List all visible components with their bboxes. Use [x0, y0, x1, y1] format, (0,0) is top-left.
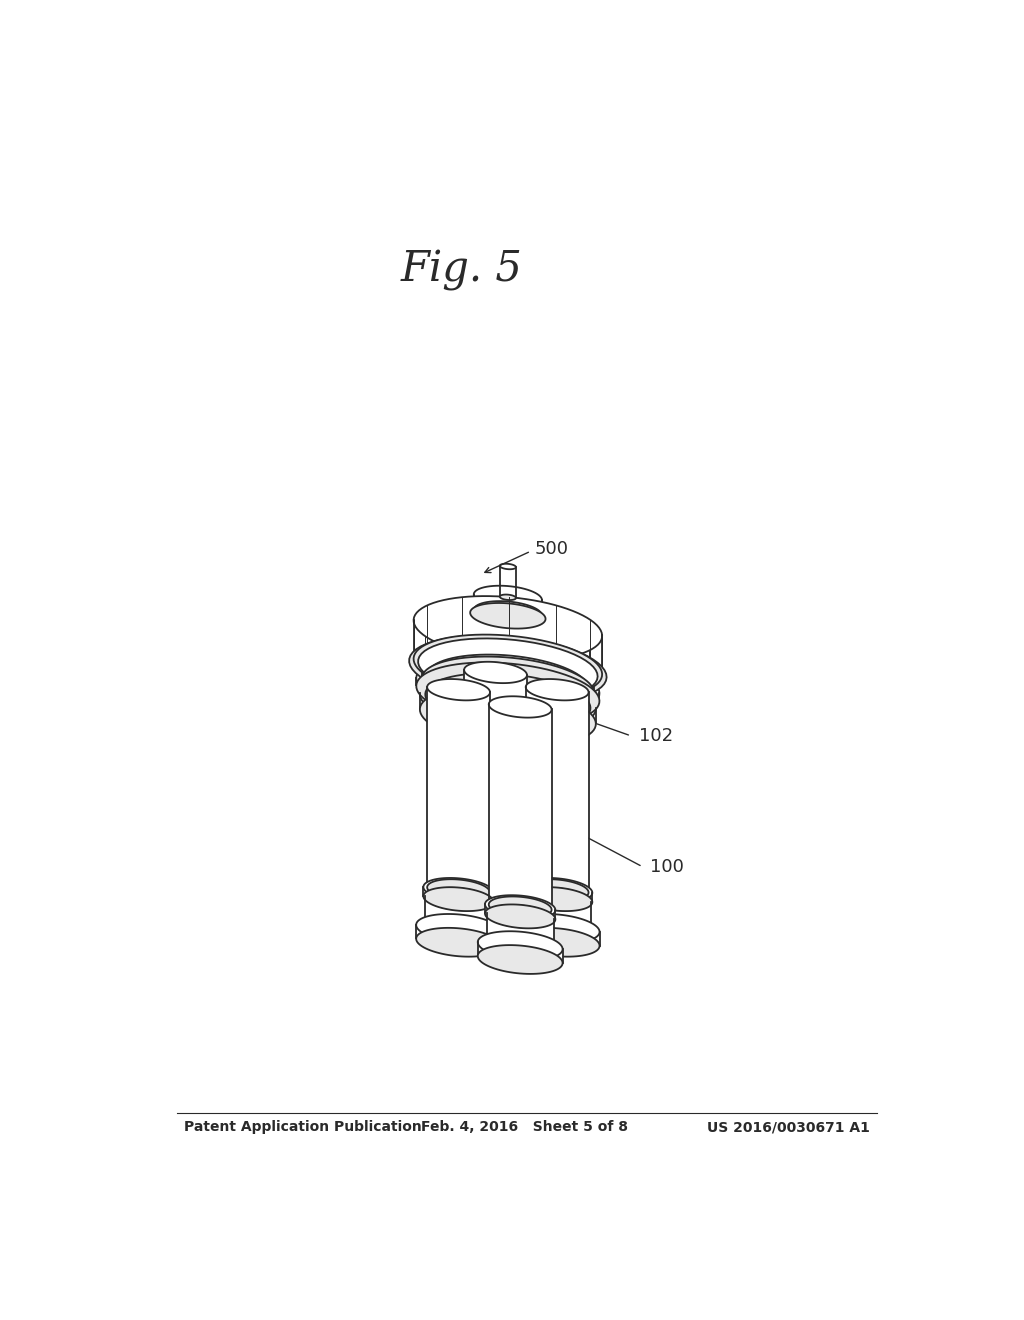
- Polygon shape: [420, 672, 596, 731]
- Polygon shape: [485, 895, 555, 919]
- Polygon shape: [525, 879, 589, 900]
- Polygon shape: [525, 678, 589, 892]
- Polygon shape: [425, 888, 492, 911]
- Polygon shape: [414, 597, 602, 660]
- Polygon shape: [425, 673, 591, 729]
- Text: Fig. 5: Fig. 5: [400, 249, 522, 290]
- Polygon shape: [474, 586, 542, 615]
- Polygon shape: [486, 906, 554, 928]
- Polygon shape: [539, 894, 575, 907]
- Polygon shape: [464, 661, 527, 875]
- Text: Patent Application Publication: Patent Application Publication: [184, 1121, 422, 1134]
- Polygon shape: [515, 913, 600, 945]
- Polygon shape: [522, 887, 592, 911]
- Polygon shape: [425, 665, 591, 722]
- Polygon shape: [488, 896, 552, 917]
- Polygon shape: [478, 931, 562, 960]
- Polygon shape: [416, 913, 501, 942]
- Polygon shape: [416, 928, 501, 957]
- Polygon shape: [425, 917, 492, 940]
- Polygon shape: [477, 876, 514, 890]
- Text: 100: 100: [650, 858, 684, 875]
- Polygon shape: [454, 896, 538, 925]
- Polygon shape: [427, 678, 490, 701]
- Polygon shape: [417, 663, 599, 725]
- Text: US 2016/0030671 A1: US 2016/0030671 A1: [707, 1121, 869, 1134]
- Polygon shape: [423, 887, 494, 911]
- Polygon shape: [416, 913, 501, 945]
- Text: 102: 102: [639, 727, 673, 744]
- Polygon shape: [525, 678, 589, 701]
- Polygon shape: [427, 639, 589, 694]
- Polygon shape: [414, 597, 602, 673]
- Polygon shape: [422, 651, 594, 710]
- Polygon shape: [462, 900, 529, 923]
- Polygon shape: [485, 895, 555, 919]
- Polygon shape: [478, 931, 562, 962]
- Polygon shape: [515, 928, 600, 957]
- Polygon shape: [474, 601, 542, 624]
- Polygon shape: [414, 635, 602, 698]
- Polygon shape: [464, 862, 527, 883]
- Polygon shape: [425, 665, 591, 708]
- Polygon shape: [470, 597, 546, 619]
- Polygon shape: [470, 603, 546, 628]
- Polygon shape: [474, 586, 542, 609]
- Polygon shape: [500, 564, 516, 569]
- Text: 500: 500: [535, 540, 568, 558]
- Polygon shape: [418, 639, 598, 700]
- Polygon shape: [439, 894, 477, 907]
- Polygon shape: [425, 888, 492, 931]
- Polygon shape: [454, 896, 538, 928]
- Polygon shape: [461, 861, 530, 884]
- Polygon shape: [478, 945, 562, 974]
- Polygon shape: [427, 639, 589, 688]
- Polygon shape: [417, 655, 599, 701]
- Polygon shape: [485, 904, 555, 928]
- Polygon shape: [523, 888, 591, 911]
- Polygon shape: [522, 878, 592, 902]
- Polygon shape: [423, 878, 494, 902]
- Polygon shape: [502, 911, 539, 924]
- Polygon shape: [422, 651, 594, 693]
- Polygon shape: [488, 696, 552, 909]
- Polygon shape: [500, 594, 516, 601]
- Polygon shape: [462, 871, 529, 894]
- Polygon shape: [515, 913, 600, 942]
- Polygon shape: [486, 935, 554, 957]
- Polygon shape: [423, 878, 494, 902]
- Text: Feb. 4, 2016   Sheet 5 of 8: Feb. 4, 2016 Sheet 5 of 8: [421, 1121, 629, 1134]
- Polygon shape: [488, 696, 552, 718]
- Polygon shape: [427, 655, 589, 709]
- Polygon shape: [454, 911, 538, 940]
- Polygon shape: [486, 906, 554, 948]
- Polygon shape: [461, 870, 530, 894]
- Polygon shape: [464, 661, 527, 684]
- Polygon shape: [462, 871, 529, 913]
- Polygon shape: [420, 672, 596, 723]
- Polygon shape: [427, 879, 490, 900]
- Polygon shape: [523, 917, 591, 940]
- Polygon shape: [420, 686, 596, 747]
- Polygon shape: [522, 878, 592, 902]
- Polygon shape: [427, 678, 490, 892]
- Polygon shape: [470, 597, 546, 623]
- Polygon shape: [500, 564, 516, 598]
- Polygon shape: [461, 861, 530, 884]
- Polygon shape: [410, 635, 606, 702]
- Polygon shape: [523, 888, 591, 931]
- Polygon shape: [417, 655, 599, 717]
- Polygon shape: [422, 656, 594, 715]
